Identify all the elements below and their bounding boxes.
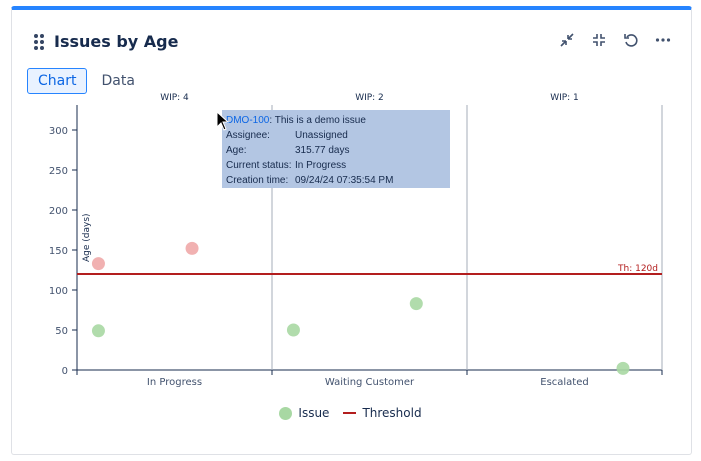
legend-issue-label: Issue [298, 406, 330, 420]
tooltip-age-label: Age: [226, 145, 247, 156]
legend-threshold-swatch [343, 412, 357, 414]
issue-summary: : This is a demo issue [269, 115, 366, 126]
issue-point[interactable] [185, 241, 199, 255]
threshold-label: Th: 120d [617, 264, 658, 274]
y-tick-label: 200 [49, 206, 68, 217]
issue-point[interactable] [409, 297, 423, 311]
issue-tooltip: DMO-100 : This is a demo issue Assignee:… [222, 110, 450, 188]
y-tick-label: 300 [49, 126, 68, 137]
tooltip-created-label: Creation time: [226, 175, 289, 186]
y-tick-label: 150 [49, 246, 68, 257]
tooltip-assignee-label: Assignee: [226, 130, 270, 141]
more-icon[interactable] [653, 30, 673, 50]
tooltip-status-value: In Progress [295, 160, 347, 171]
legend-item-issue[interactable]: Issue [279, 406, 329, 420]
gadget-title: Issues by Age [54, 32, 179, 51]
gadget-card: Issues by Age Chart Data [11, 6, 692, 455]
tooltip-created-value: 09/24/24 07:35:54 PM [295, 175, 394, 186]
drag-handle-icon[interactable] [34, 34, 46, 50]
y-axis-title: Age (days) [82, 213, 92, 262]
tab-chart[interactable]: Chart [27, 68, 88, 94]
collapse-icon[interactable] [589, 30, 609, 50]
tooltip-status-label: Current status: [226, 160, 292, 171]
x-category-label: Escalated [540, 377, 588, 388]
x-category-label: In Progress [147, 377, 202, 388]
wip-label: WIP: 1 [550, 93, 579, 103]
y-tick-label: 100 [49, 286, 68, 297]
mouse-cursor-icon [216, 111, 230, 131]
chart-legend: Issue Threshold [0, 406, 701, 420]
legend-item-threshold[interactable]: Threshold [343, 406, 422, 420]
y-tick-label: 0 [62, 366, 68, 377]
legend-threshold-label: Threshold [362, 406, 422, 420]
issue-point[interactable] [91, 257, 105, 271]
tooltip-assignee-value: Unassigned [295, 130, 348, 141]
wip-label: WIP: 2 [355, 93, 384, 103]
tab-data[interactable]: Data [101, 73, 135, 89]
y-tick-label: 50 [55, 326, 68, 337]
y-tick-label: 250 [49, 166, 68, 177]
issue-key-link[interactable]: DMO-100 [226, 115, 270, 126]
refresh-icon[interactable] [621, 30, 641, 50]
wip-label: WIP: 4 [160, 93, 189, 103]
issue-point[interactable] [286, 323, 300, 337]
view-tabs: Chart Data [27, 68, 145, 94]
tooltip-age-value: 315.77 days [295, 145, 350, 156]
legend-issue-swatch [279, 406, 293, 420]
issue-point[interactable] [91, 324, 105, 338]
issue-point[interactable] [616, 361, 630, 375]
minimize-icon[interactable] [557, 30, 577, 50]
gadget-header: Issues by Age [12, 10, 691, 68]
x-category-label: Waiting Customer [325, 377, 415, 388]
